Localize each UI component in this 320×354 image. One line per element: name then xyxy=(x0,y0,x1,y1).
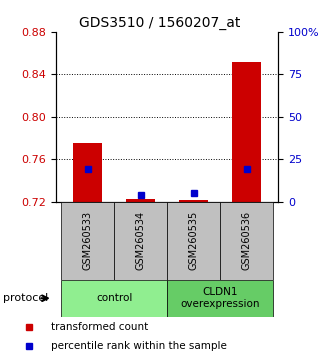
Bar xyxy=(114,202,167,280)
Bar xyxy=(167,202,220,280)
Text: GSM260535: GSM260535 xyxy=(189,211,199,270)
Text: GSM260534: GSM260534 xyxy=(136,211,146,270)
Bar xyxy=(126,199,155,202)
Bar xyxy=(179,200,208,202)
Bar xyxy=(61,280,167,317)
Text: GSM260536: GSM260536 xyxy=(242,211,252,270)
Text: percentile rank within the sample: percentile rank within the sample xyxy=(51,341,227,351)
Text: transformed count: transformed count xyxy=(51,322,148,332)
Bar xyxy=(61,202,114,280)
Text: protocol: protocol xyxy=(3,293,48,303)
Bar xyxy=(220,202,273,280)
Bar xyxy=(73,143,102,202)
Text: CLDN1
overexpression: CLDN1 overexpression xyxy=(180,287,260,309)
Text: GSM260533: GSM260533 xyxy=(83,211,93,270)
Bar xyxy=(167,280,273,317)
Text: GDS3510 / 1560207_at: GDS3510 / 1560207_at xyxy=(79,16,241,30)
Bar xyxy=(232,62,261,202)
Text: control: control xyxy=(96,293,132,303)
